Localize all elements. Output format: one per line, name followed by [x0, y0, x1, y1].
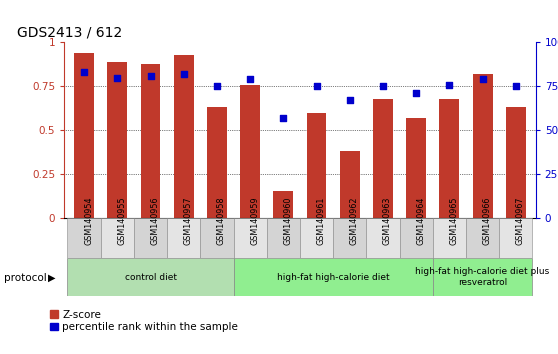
Text: GSM140955: GSM140955 — [117, 197, 126, 245]
Text: GSM140963: GSM140963 — [383, 197, 392, 245]
Bar — [306, 113, 326, 218]
Bar — [240, 85, 260, 218]
Text: high-fat high-calorie diet plus
resveratrol: high-fat high-calorie diet plus resverat… — [415, 267, 550, 287]
Text: GSM140965: GSM140965 — [449, 197, 458, 245]
Text: GSM140954: GSM140954 — [84, 197, 93, 245]
Point — [511, 84, 520, 89]
Bar — [233, 258, 433, 296]
Point — [146, 73, 155, 79]
Bar — [267, 218, 300, 258]
Point — [179, 71, 188, 77]
Bar — [367, 218, 400, 258]
Legend: Z-score, percentile rank within the sample: Z-score, percentile rank within the samp… — [50, 310, 238, 332]
Point — [113, 75, 122, 80]
Text: GSM140961: GSM140961 — [316, 197, 325, 245]
Bar — [439, 98, 459, 218]
Bar — [107, 62, 127, 218]
Point — [279, 115, 288, 121]
Point — [312, 84, 321, 89]
Text: protocol: protocol — [4, 273, 47, 283]
Text: GSM140958: GSM140958 — [217, 197, 226, 245]
Bar — [68, 218, 100, 258]
Text: ▶: ▶ — [49, 273, 56, 283]
Bar — [233, 218, 267, 258]
Bar — [433, 258, 532, 296]
Bar — [300, 218, 333, 258]
Text: GSM140959: GSM140959 — [250, 197, 259, 245]
Bar — [200, 218, 233, 258]
Text: GSM140962: GSM140962 — [350, 197, 359, 245]
Bar — [273, 192, 294, 218]
Bar — [406, 118, 426, 218]
Bar — [74, 53, 94, 218]
Bar — [333, 218, 367, 258]
Text: GDS2413 / 612: GDS2413 / 612 — [17, 26, 122, 40]
Text: high-fat high-calorie diet: high-fat high-calorie diet — [277, 273, 389, 281]
Point — [378, 84, 387, 89]
Text: GSM140957: GSM140957 — [184, 197, 193, 245]
Text: GSM140966: GSM140966 — [483, 197, 492, 245]
Text: control diet: control diet — [124, 273, 176, 281]
Point — [80, 69, 89, 75]
Point — [345, 97, 354, 103]
Text: GSM140967: GSM140967 — [516, 197, 525, 245]
Bar — [499, 218, 532, 258]
Point — [478, 76, 487, 82]
Point — [445, 82, 454, 87]
Bar — [141, 63, 161, 218]
Text: GSM140960: GSM140960 — [283, 197, 292, 245]
Bar — [207, 107, 227, 218]
Point — [213, 84, 222, 89]
Bar — [400, 218, 433, 258]
Bar — [167, 218, 200, 258]
Bar — [473, 74, 493, 218]
Point — [246, 76, 254, 82]
Text: GSM140964: GSM140964 — [416, 197, 425, 245]
Bar — [174, 55, 194, 218]
Bar — [340, 151, 360, 218]
Bar — [68, 258, 233, 296]
Point — [412, 91, 421, 96]
Bar — [433, 218, 466, 258]
Bar — [100, 218, 134, 258]
Bar — [373, 98, 393, 218]
Text: GSM140956: GSM140956 — [151, 197, 160, 245]
Bar — [506, 107, 526, 218]
Bar — [466, 218, 499, 258]
Bar — [134, 218, 167, 258]
